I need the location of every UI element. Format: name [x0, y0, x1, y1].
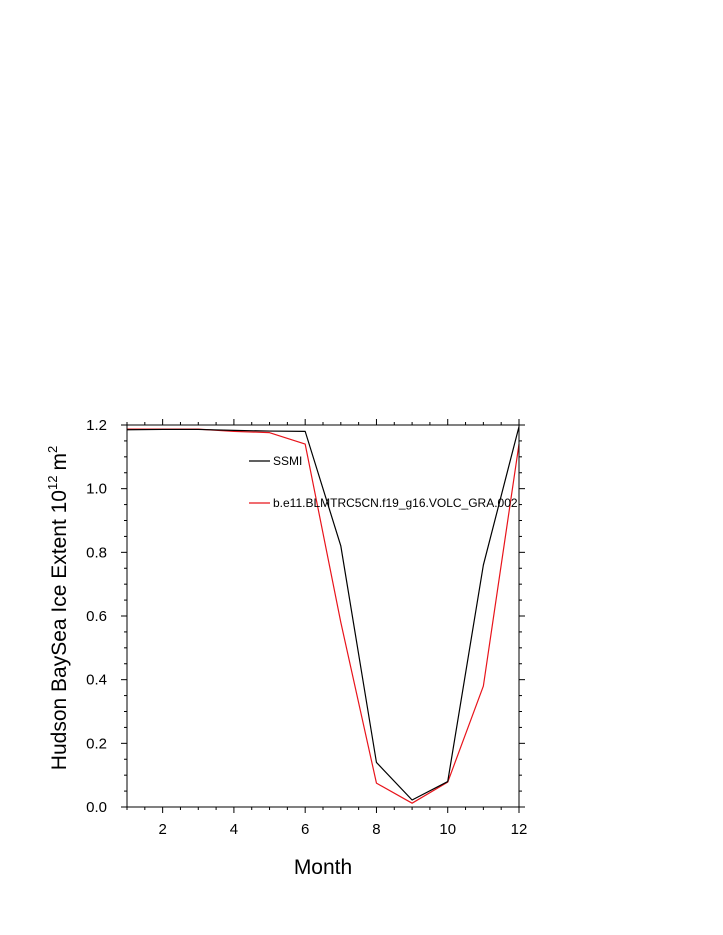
y-tick-labels: 0.0 0.2 0.4 0.6 0.8 1.0 1.2 — [86, 417, 107, 816]
series-line — [126, 426, 520, 801]
svg-text:Hudson BaySea Ice Extent 1012m: Hudson BaySea Ice Extent 1012 m2 — [45, 446, 71, 770]
x-tick-label: 8 — [372, 821, 380, 838]
y-tick-label: 0.4 — [86, 672, 107, 689]
x-tick-label: 12 — [511, 821, 528, 838]
y-axis-title-exponent: 12 — [45, 476, 60, 490]
x-tick-label: 10 — [439, 821, 456, 838]
x-tick-label: 2 — [158, 821, 166, 838]
y-axis-title-text: Hudson BaySea Ice Extent 10 — [48, 490, 71, 770]
x-tick-labels: 2 4 6 8 10 12 — [158, 821, 527, 838]
legend: SSMI b.e11.BLMTRC5CN.f19_g16.VOLC_GRA.002 — [249, 454, 518, 510]
x-tick-label: 6 — [301, 821, 309, 838]
y-tick-label: 0.6 — [86, 608, 107, 625]
x-tick-label: 4 — [230, 821, 238, 838]
y-tick-label: 1.0 — [86, 481, 107, 498]
y-tick-label: 0.2 — [86, 735, 107, 752]
y-tick-label: 1.2 — [86, 417, 107, 434]
legend-label: SSMI — [273, 454, 302, 468]
legend-label: b.e11.BLMTRC5CN.f19_g16.VOLC_GRA.002 — [273, 496, 518, 510]
plot-frame — [126, 424, 520, 808]
series-line — [127, 428, 520, 804]
y-tick-label: 0.0 — [86, 799, 107, 816]
axis-ticks — [121, 419, 525, 813]
y-axis-title-unit: m — [48, 453, 71, 471]
y-axis-title: Hudson BaySea Ice Extent 1012 m2 — [45, 446, 71, 770]
y-tick-label: 0.8 — [86, 544, 107, 561]
series-lines — [126, 426, 520, 804]
y-axis-title-unit-exponent: 2 — [45, 446, 60, 453]
x-axis-title: Month — [294, 856, 352, 879]
